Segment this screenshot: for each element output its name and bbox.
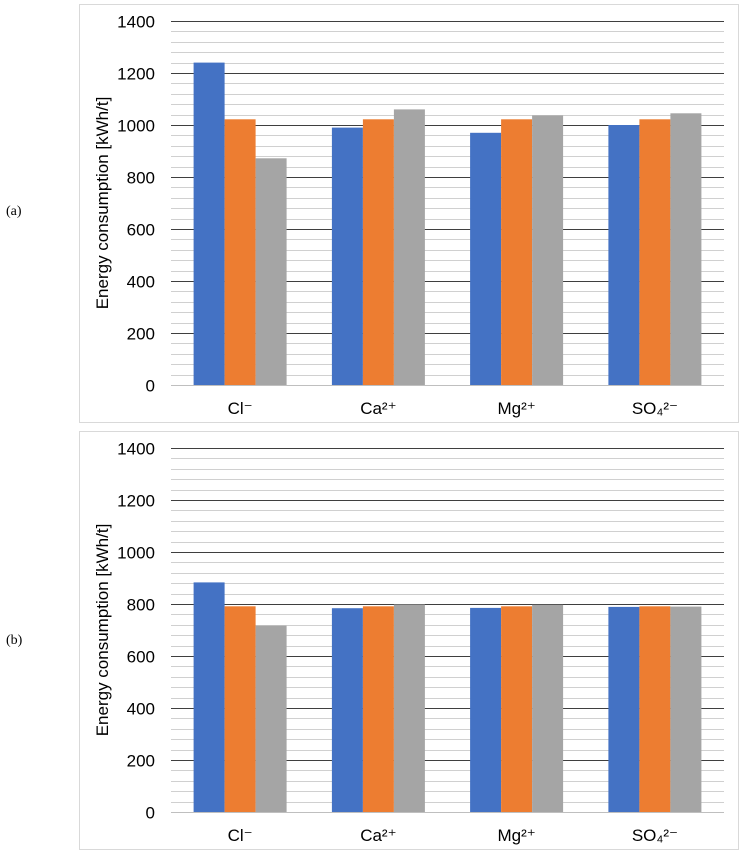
- bar-series-1-1: [331, 127, 363, 385]
- x-category-label: Ca²⁺: [360, 399, 396, 418]
- y-tick-label: 600: [127, 221, 155, 240]
- bar-series-2-2: [501, 119, 533, 386]
- bar-series-3-0: [255, 158, 287, 385]
- bar-series-2-3: [639, 119, 671, 386]
- y-tick-label: 400: [127, 273, 155, 292]
- y-tick-label: 800: [127, 596, 155, 615]
- bar-series-1-1: [331, 608, 363, 812]
- y-tick-label: 1200: [117, 65, 155, 84]
- y-tick-label: 1000: [117, 117, 155, 136]
- bar-series-3-1: [393, 604, 425, 812]
- chart-frame: [79, 4, 739, 423]
- y-tick-label: 200: [127, 752, 155, 771]
- y-tick-label: 1200: [117, 492, 155, 511]
- y-tick-label: 800: [127, 169, 155, 188]
- bar-series-2-1: [362, 119, 394, 386]
- x-category-label: SO₄²⁻: [632, 399, 678, 418]
- y-tick-label: 0: [146, 377, 155, 396]
- bar-series-3-1: [393, 109, 425, 386]
- bar-series-3-3: [670, 113, 702, 386]
- x-category-label: Cl⁻: [228, 826, 253, 845]
- y-tick-label: 1000: [117, 544, 155, 563]
- y-tick-label: 1400: [117, 13, 155, 32]
- panel-label-b: (b): [6, 633, 23, 648]
- y-axis-title: Energy consumption [kWh/t]: [93, 524, 112, 737]
- x-category-label: Ca²⁺: [360, 826, 396, 845]
- x-category-label: Mg²⁺: [497, 399, 535, 418]
- bar-series-2-1: [362, 606, 394, 812]
- chart-panel-b: 0 200 400 600 800 1000 1200 1400 Cl⁻ Ca²⁺ Mg²⁺ SO₄²…: [79, 431, 739, 850]
- bar-series-1-3: [608, 125, 640, 385]
- panel-label-a: (a): [6, 204, 22, 219]
- y-axis-title: Energy consumption [kWh/t]: [93, 97, 112, 310]
- bar-series-2-0: [224, 119, 256, 386]
- bar-series-3-2: [532, 604, 564, 812]
- bar-series-2-3: [639, 606, 671, 812]
- bar-series-1-0: [193, 582, 225, 812]
- chart-frame: [79, 431, 739, 850]
- bar-series-1-3: [608, 606, 640, 812]
- bar-series-3-3: [670, 606, 702, 812]
- bar-series-2-0: [224, 606, 256, 812]
- y-tick-label: 200: [127, 325, 155, 344]
- bar-series-3-0: [255, 625, 287, 812]
- y-tick-label: 600: [127, 648, 155, 667]
- chart-panel-a: 0 200 400 600 800 1000 1200 1400 Cl⁻ Ca²⁺ Mg²⁺ SO₄²…: [79, 4, 739, 423]
- bar-series-3-2: [532, 115, 564, 386]
- y-tick-label: 400: [127, 700, 155, 719]
- x-category-label: Mg²⁺: [497, 826, 535, 845]
- bar-series-1-0: [193, 62, 225, 385]
- bar-series-2-2: [501, 606, 533, 812]
- x-category-label: Cl⁻: [228, 399, 253, 418]
- bar-series-1-2: [470, 132, 502, 385]
- x-category-label: SO₄²⁻: [632, 826, 678, 845]
- y-tick-label: 0: [146, 804, 155, 823]
- bar-series-1-2: [470, 607, 502, 812]
- y-tick-label: 1400: [117, 440, 155, 459]
